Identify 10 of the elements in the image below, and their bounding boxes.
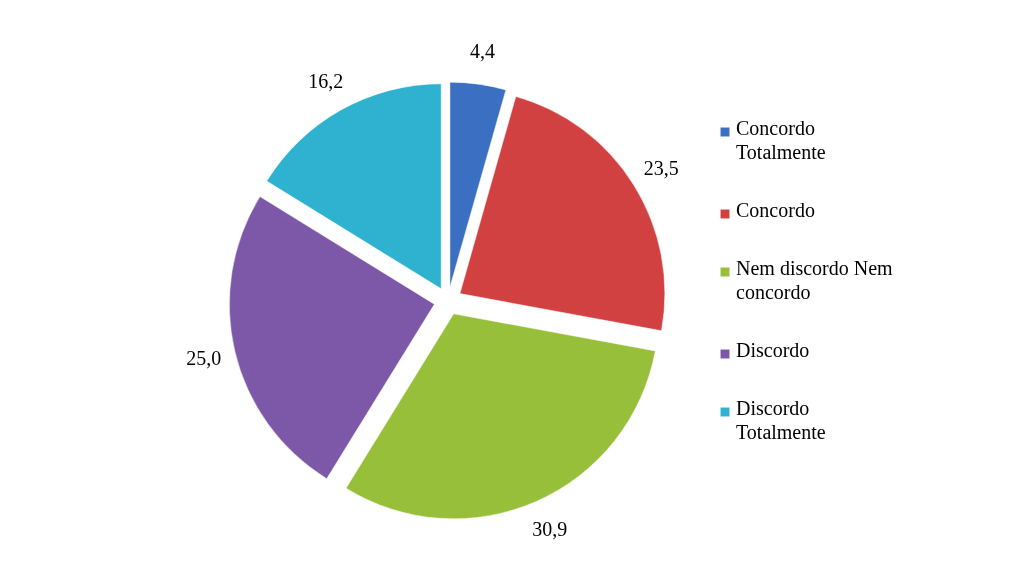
- legend-label: Discordo Totalmente: [736, 397, 826, 443]
- data-label: 4,4: [470, 40, 496, 63]
- data-label: 30,9: [532, 518, 568, 541]
- legend-label: Nem discordo Nem concordo: [736, 257, 894, 303]
- legend-label: Discordo: [736, 339, 810, 361]
- data-label: 16,2: [308, 69, 344, 92]
- legend-label: Concordo Totalmente: [736, 117, 826, 163]
- legend-label: Concordo: [736, 199, 815, 221]
- data-label: 25,0: [186, 346, 222, 369]
- data-label: 23,5: [643, 156, 679, 179]
